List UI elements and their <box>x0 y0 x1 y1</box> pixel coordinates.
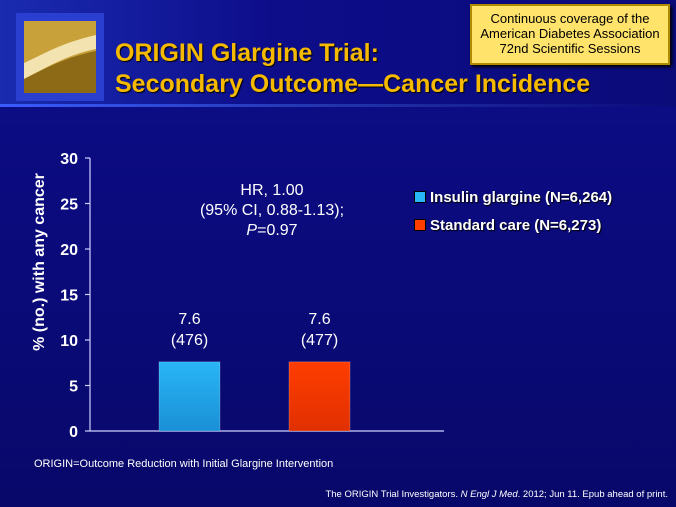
citation: The ORIGIN Trial Investigators. N Engl J… <box>325 489 668 500</box>
y-tick-label: 15 <box>60 288 78 305</box>
bar-insulin-glargine <box>158 361 221 432</box>
p-value: =0.97 <box>257 222 298 239</box>
title-line-2: Secondary Outcome—Cancer Incidence <box>115 70 591 98</box>
y-tick-label: 0 <box>69 424 78 441</box>
legend-swatch-standard-care <box>414 219 426 231</box>
legend-label-standard-care: Standard care (N=6,273) <box>430 216 602 234</box>
bar-count-label: (476) <box>171 332 208 349</box>
coverage-badge: Continuous coverage of the American Diab… <box>470 4 670 65</box>
citation-authors: The ORIGIN Trial Investigators. <box>325 489 461 500</box>
title-line-1: ORIGIN Glargine Trial: <box>115 39 379 67</box>
ada-logo <box>16 13 104 101</box>
legend-item-standard-care: Standard care (N=6,273) <box>414 211 612 239</box>
bar-count-label: (477) <box>301 332 338 349</box>
header-rule <box>0 104 676 107</box>
hr-line: HR, 1.00 <box>240 182 304 199</box>
bar-value-label: 7.6 <box>178 311 200 328</box>
p-symbol: P <box>246 222 258 239</box>
citation-journal: N Engl J Med <box>460 489 518 500</box>
y-tick-label: 5 <box>69 379 78 396</box>
bar-value-label: 7.6 <box>308 311 330 328</box>
p-value-line: P=0.97 <box>160 221 384 241</box>
legend-label-glargine: Insulin glargine (N=6,264) <box>430 188 613 206</box>
bar-standard-care <box>288 361 351 432</box>
coverage-line-2: American Diabetes Association <box>480 26 660 41</box>
y-tick-label: 25 <box>60 197 78 214</box>
hazard-ratio-annotation: HR, 1.00 (95% CI, 0.88-1.13); P=0.97 <box>160 181 384 241</box>
legend-item-glargine: Insulin glargine (N=6,264) <box>414 183 612 211</box>
y-tick-label: 20 <box>60 242 78 259</box>
coverage-line-3: 72nd Scientific Sessions <box>499 41 641 56</box>
citation-rest: . 2012; Jun 11. Epub ahead of print. <box>517 489 668 500</box>
chart-legend: Insulin glargine (N=6,264) Standard care… <box>414 183 612 239</box>
y-tick-label: 30 <box>60 151 78 168</box>
slide-title: ORIGIN Glargine Trial: Secondary Outcome… <box>115 38 675 100</box>
ci-line: (95% CI, 0.88-1.13); <box>199 202 345 219</box>
legend-swatch-glargine <box>414 191 426 203</box>
footnote: ORIGIN=Outcome Reduction with Initial Gl… <box>34 458 334 470</box>
coverage-line-1: Continuous coverage of the <box>490 11 650 26</box>
y-tick-label: 10 <box>60 333 78 350</box>
